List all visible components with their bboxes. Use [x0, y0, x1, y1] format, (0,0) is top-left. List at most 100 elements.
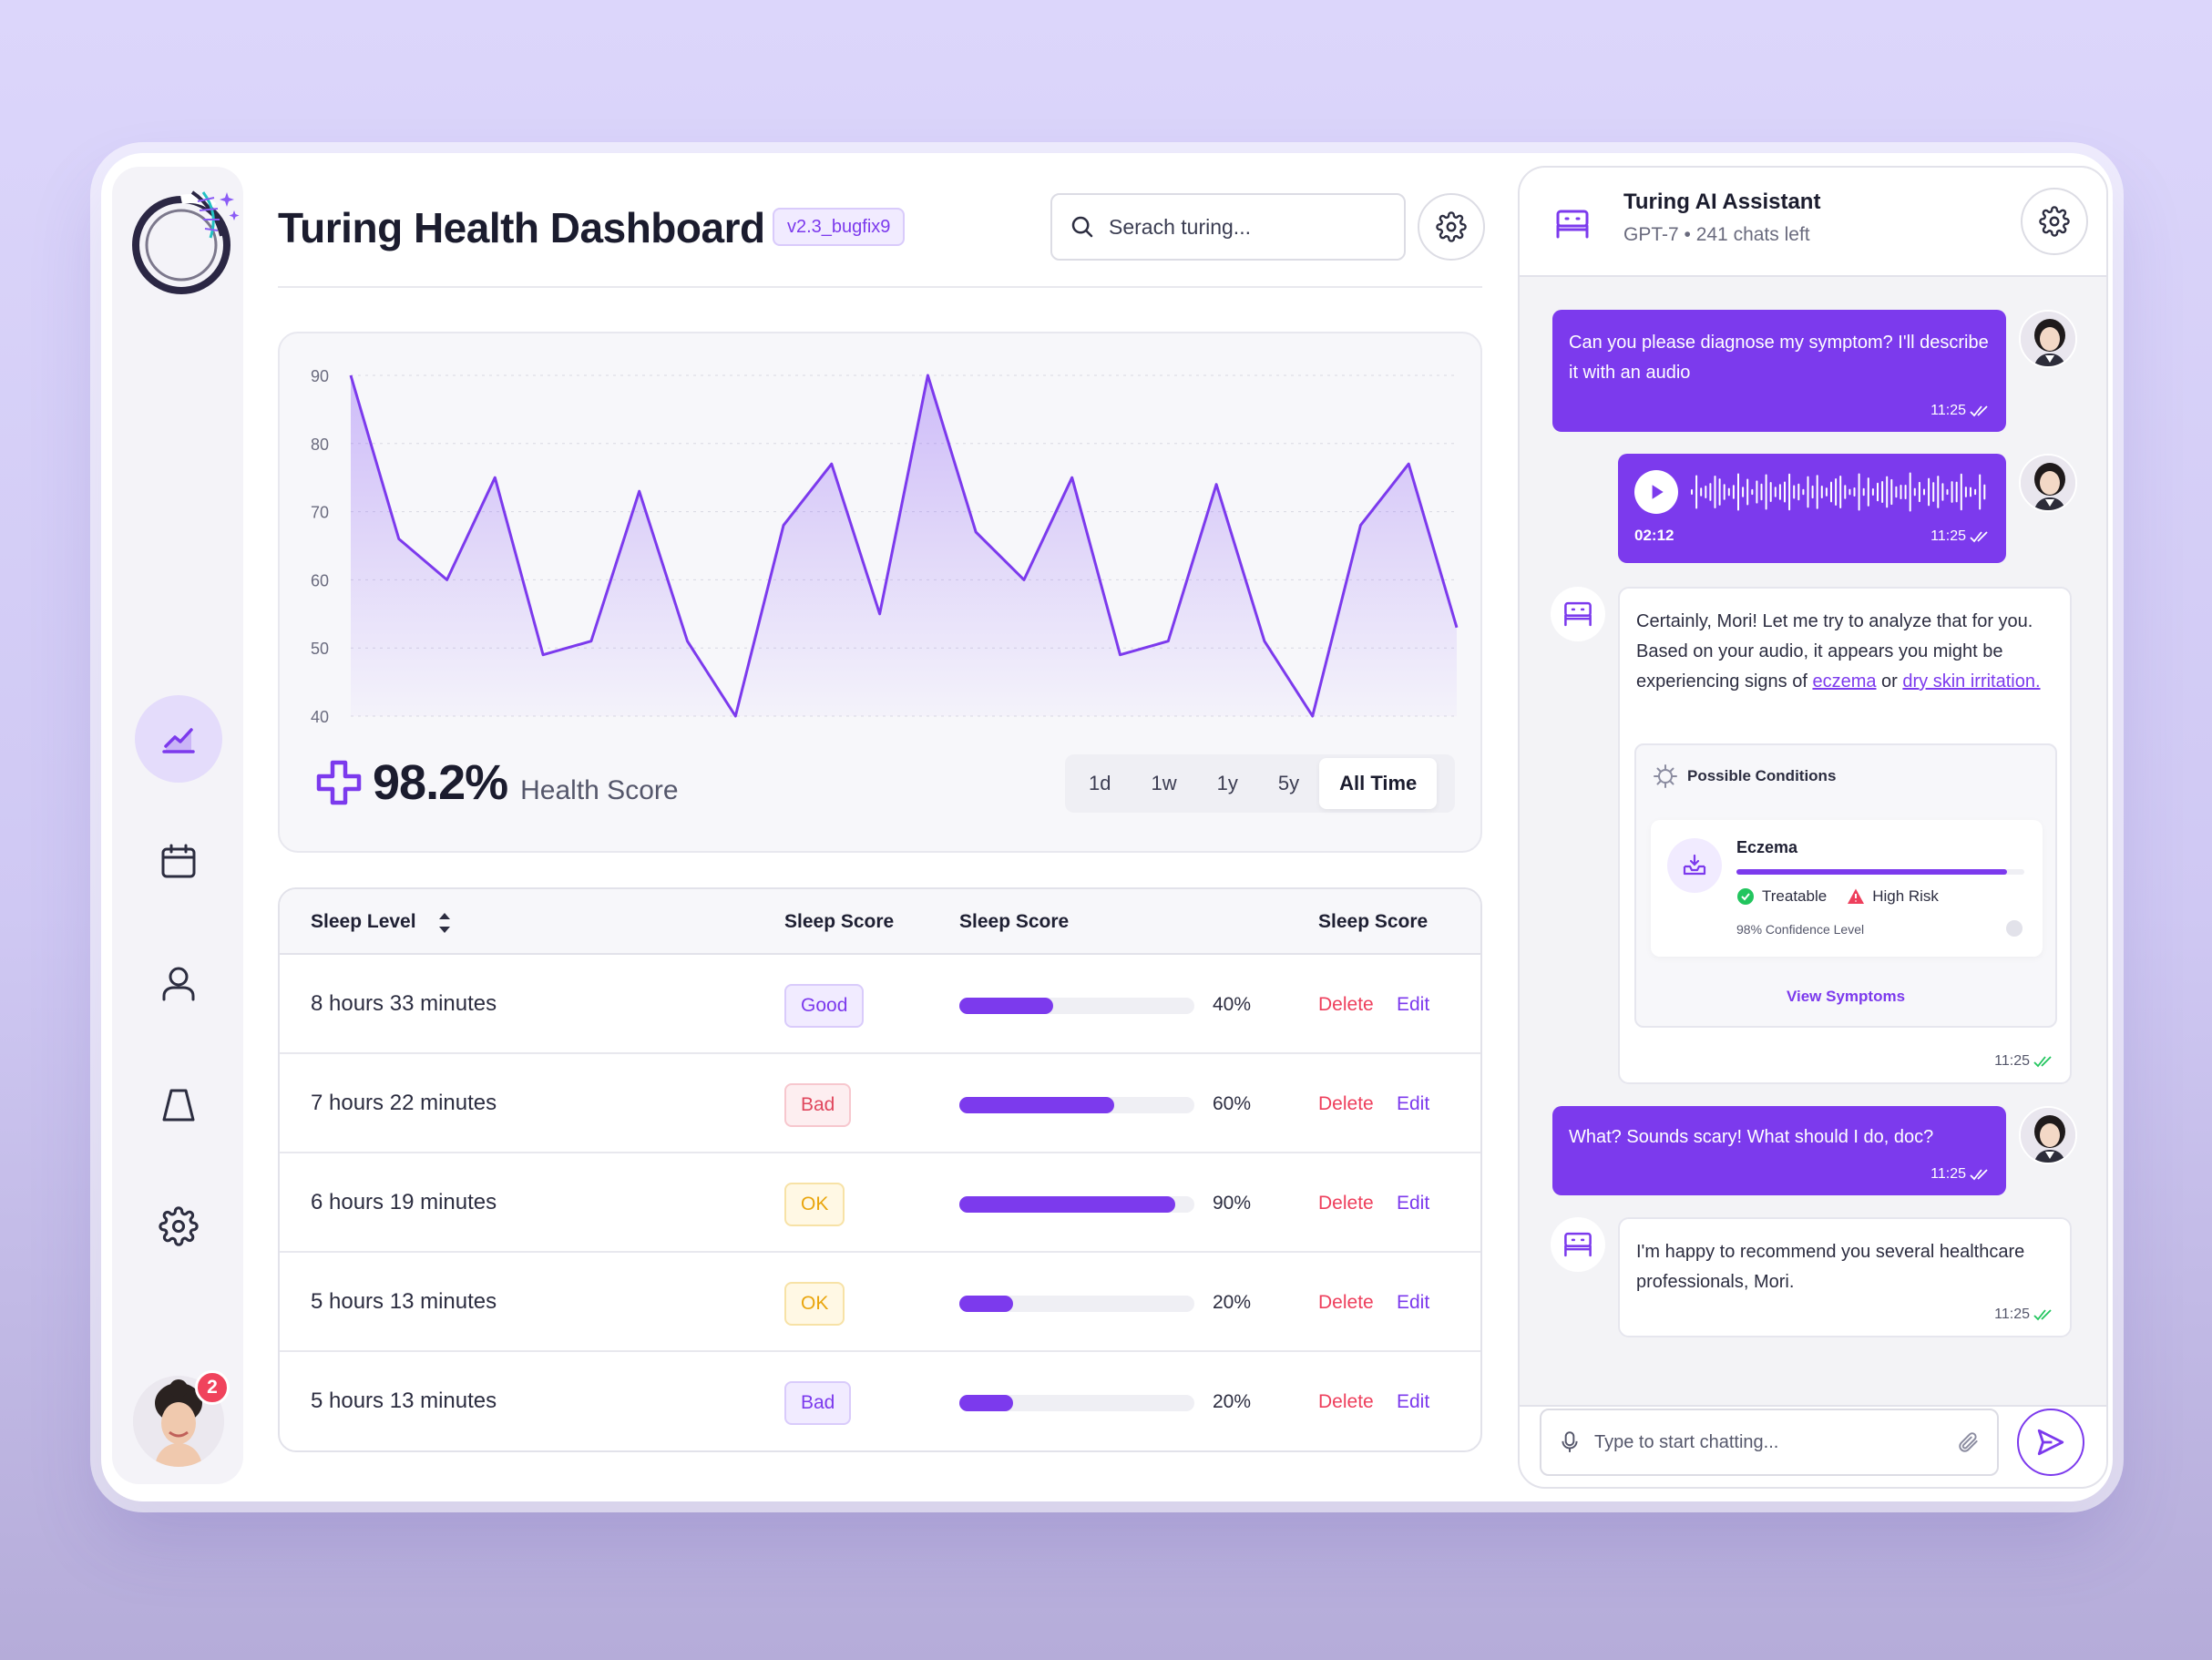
chart-point[interactable]: [1262, 639, 1267, 644]
edit-button[interactable]: Edit: [1397, 1391, 1430, 1412]
chart-point[interactable]: [877, 611, 883, 617]
paperclip-icon[interactable]: [1957, 1430, 1981, 1454]
eczema-link[interactable]: eczema: [1812, 671, 1877, 692]
nav-analytics[interactable]: [135, 695, 222, 783]
chart-point[interactable]: [1070, 475, 1075, 480]
chat-settings-button[interactable]: [2021, 188, 2088, 255]
chart-point[interactable]: [396, 537, 402, 542]
waveform-bar: [1862, 487, 1865, 497]
play-button[interactable]: [1634, 470, 1678, 514]
nav-calendar[interactable]: [135, 818, 222, 906]
sleep-level: 8 hours 33 minutes: [311, 991, 497, 1016]
chart-point[interactable]: [445, 577, 450, 582]
settings-button[interactable]: [1418, 193, 1485, 261]
table-row: 5 hours 13 minutes Bad 20% Delete Edit: [280, 1352, 1480, 1450]
condition-item[interactable]: Eczema Treatable High Risk 98% Confidenc…: [1651, 820, 2043, 957]
delete-button[interactable]: Delete: [1318, 994, 1374, 1015]
user-avatar: [2019, 454, 2077, 512]
waveform-bar: [1928, 477, 1930, 507]
nav-cup[interactable]: [135, 1061, 222, 1149]
microphone-icon[interactable]: [1558, 1430, 1582, 1454]
gear-icon: [159, 1206, 199, 1246]
range-tab-1d[interactable]: 1d: [1089, 772, 1111, 794]
waveform-bar: [1825, 487, 1828, 497]
nav-settings[interactable]: [135, 1183, 222, 1270]
audio-waveform[interactable]: [1691, 470, 1992, 514]
waveform-bar: [1816, 475, 1818, 509]
waveform-bar: [1830, 481, 1832, 503]
send-button[interactable]: [2017, 1409, 2084, 1476]
waveform-bar: [1811, 485, 1814, 499]
waveform-bar: [1737, 473, 1739, 511]
chart-point[interactable]: [732, 713, 738, 719]
profile-avatar[interactable]: 2: [133, 1370, 230, 1467]
chart-point[interactable]: [1357, 523, 1363, 528]
header-divider: [278, 286, 1482, 288]
range-tab-5y[interactable]: 5y: [1277, 772, 1300, 794]
chart-point[interactable]: [1021, 577, 1027, 582]
sleep-level: 5 hours 13 minutes: [311, 1289, 497, 1314]
waveform-bar: [1895, 486, 1898, 498]
delete-button[interactable]: Delete: [1318, 1391, 1374, 1412]
edit-button[interactable]: Edit: [1397, 994, 1430, 1015]
chart-point[interactable]: [492, 475, 497, 480]
dry-skin-link[interactable]: dry skin irritation.: [1902, 671, 2041, 692]
waveform-bar: [1765, 474, 1767, 510]
chat-header: Turing AI Assistant GPT-7 • 241 chats le…: [1520, 168, 2106, 277]
nav-user[interactable]: [135, 939, 222, 1027]
waveform-bar: [1909, 472, 1911, 512]
message-text: Certainly, Mori! Let me try to analyze t…: [1636, 611, 2041, 692]
range-tab-1w[interactable]: 1w: [1151, 772, 1177, 794]
edit-button[interactable]: Edit: [1397, 1292, 1430, 1313]
chart-point[interactable]: [1406, 461, 1411, 466]
progress-fill: [959, 998, 1054, 1014]
edit-button[interactable]: Edit: [1397, 1193, 1430, 1214]
user-avatar: [2019, 1106, 2077, 1164]
y-tick-label: 90: [311, 367, 329, 385]
info-icon[interactable]: [2006, 920, 2023, 937]
delete-button[interactable]: Delete: [1318, 1292, 1374, 1313]
sort-icon[interactable]: [435, 907, 454, 938]
waveform-bar: [1844, 485, 1847, 499]
chart-point[interactable]: [925, 373, 930, 378]
chat-input[interactable]: [1594, 1431, 1941, 1453]
chart-point[interactable]: [540, 652, 546, 658]
waveform-bar: [1974, 488, 1977, 496]
progress-bar: [959, 1296, 1194, 1312]
chart-line: [349, 374, 1459, 718]
chart-point[interactable]: [1118, 652, 1123, 658]
header-sleep-level[interactable]: Sleep Level: [311, 911, 416, 932]
chart-point[interactable]: [1310, 713, 1316, 719]
chart-point[interactable]: [1454, 625, 1459, 630]
tray-icon: [1683, 854, 1706, 876]
table-row: 5 hours 13 minutes OK 20% Delete Edit: [280, 1253, 1480, 1352]
chart-point[interactable]: [1165, 639, 1171, 644]
chart-point[interactable]: [973, 529, 978, 535]
chart-point[interactable]: [829, 461, 835, 466]
chart-point[interactable]: [684, 639, 690, 644]
view-symptoms-link[interactable]: View Symptoms: [1786, 988, 1906, 1005]
waveform-bar: [1727, 487, 1730, 497]
delete-button[interactable]: Delete: [1318, 1193, 1374, 1214]
waveform-bar: [1691, 489, 1693, 495]
range-tab-1y[interactable]: 1y: [1216, 772, 1238, 794]
calendar-icon: [161, 844, 196, 878]
waveform-bar: [1774, 487, 1777, 497]
sleep-level: 7 hours 22 minutes: [311, 1091, 497, 1115]
range-tab-all-time[interactable]: All Time: [1319, 758, 1438, 809]
delete-button[interactable]: Delete: [1318, 1093, 1374, 1114]
progress-fill: [959, 1097, 1115, 1113]
chart-point[interactable]: [637, 488, 642, 494]
waveform-bar: [1913, 487, 1916, 497]
waveform-bar: [1788, 473, 1791, 511]
chart-point[interactable]: [589, 639, 594, 644]
chat-input-box[interactable]: [1540, 1409, 1999, 1476]
chart-point[interactable]: [781, 523, 786, 528]
chart-point[interactable]: [348, 373, 353, 378]
chart-point[interactable]: [1214, 482, 1219, 487]
search-input[interactable]: [1109, 214, 1382, 240]
search-box[interactable]: [1050, 193, 1406, 261]
waveform-bar: [1951, 481, 1953, 503]
edit-button[interactable]: Edit: [1397, 1093, 1430, 1114]
waveform-bar: [1714, 475, 1716, 509]
